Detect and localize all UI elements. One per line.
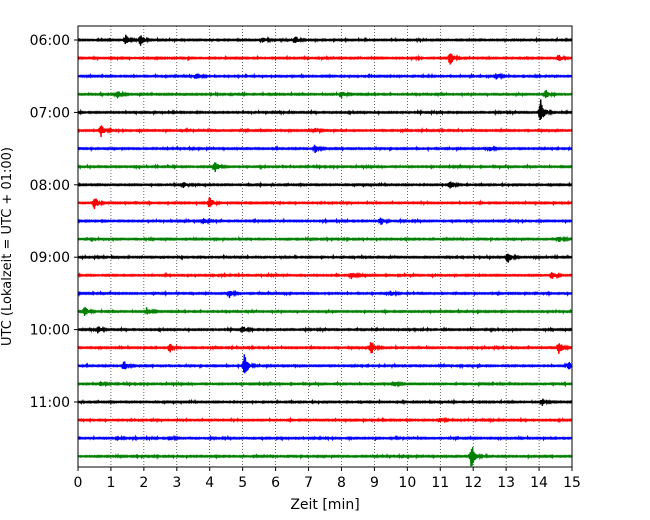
trace-1000 (77, 325, 573, 334)
y-tick-label: 10:00 (30, 323, 70, 339)
x-tick-label: 11 (431, 475, 449, 491)
trace-0630 (77, 72, 573, 81)
trace-0845 (77, 235, 573, 243)
x-tick-label: 15 (563, 475, 581, 491)
trace-0800 (77, 181, 573, 189)
trace-0930 (77, 289, 573, 299)
trace-layer (77, 34, 573, 467)
x-tick-label: 14 (530, 475, 548, 491)
y-tick-label: 07:00 (30, 105, 70, 121)
trace-0715 (77, 125, 573, 138)
trace-1145 (77, 447, 573, 467)
x-tick-label: 13 (497, 475, 515, 491)
trace-0600 (77, 34, 573, 46)
trace-0815 (77, 197, 573, 210)
x-tick-label: 2 (139, 475, 148, 491)
y-tick-label: 11:00 (30, 395, 70, 411)
x-tick-label: 8 (337, 475, 346, 491)
x-tick-label: 4 (205, 475, 214, 491)
trace-1030 (77, 354, 573, 374)
trace-1115 (77, 416, 573, 424)
trace-1045 (77, 380, 573, 388)
x-tick-label: 5 (238, 475, 247, 491)
y-axis: 06:00 07:00 08:00 09:00 10:00 11:00 (30, 33, 78, 411)
x-axis: 0 1 2 3 4 5 6 7 8 9 10 11 12 13 14 15 (74, 467, 581, 491)
trace-0645 (77, 89, 573, 99)
trace-0945 (77, 307, 573, 316)
trace-0830 (77, 217, 573, 225)
trace-0745 (77, 162, 573, 173)
x-tick-label: 1 (106, 475, 115, 491)
trace-0730 (77, 144, 573, 154)
x-tick-label: 9 (370, 475, 379, 491)
y-axis-label: UTC (Lokalzeit = UTC + 01:00) (0, 147, 15, 346)
y-tick-label: 06:00 (30, 33, 70, 49)
y-tick-label: 09:00 (30, 250, 70, 266)
x-tick-label: 12 (464, 475, 482, 491)
trace-0700 (77, 99, 573, 120)
trace-0915 (77, 271, 573, 280)
x-tick-label: 3 (172, 475, 181, 491)
plot-frame (77, 25, 573, 468)
x-tick-label: 0 (74, 475, 83, 491)
x-axis-label: Zeit [min] (290, 497, 359, 513)
trace-1100 (77, 398, 573, 406)
trace-0615 (77, 53, 573, 65)
trace-0900 (77, 253, 573, 263)
trace-1130 (77, 434, 573, 442)
x-tick-label: 10 (398, 475, 416, 491)
x-tick-label: 7 (304, 475, 313, 491)
x-tick-label: 6 (271, 475, 280, 491)
y-tick-label: 08:00 (30, 178, 70, 194)
trace-1015 (77, 342, 573, 354)
